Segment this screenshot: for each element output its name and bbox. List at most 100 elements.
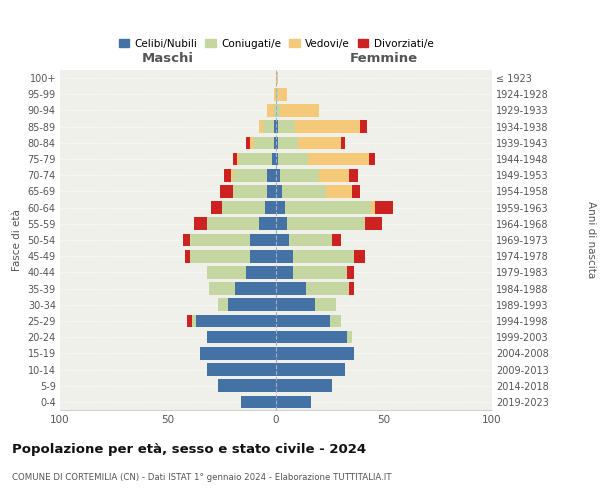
Bar [315,298,337,311]
Bar [218,298,229,311]
Bar [192,314,196,328]
Bar [190,234,250,246]
Bar [276,120,278,133]
Bar [276,104,280,117]
Bar [278,120,295,133]
Bar [274,104,276,117]
Bar [268,104,274,117]
Text: Femmine: Femmine [350,52,418,65]
Bar [293,266,347,278]
Bar [326,185,352,198]
Bar [272,152,276,166]
Bar [276,234,289,246]
Bar [241,396,276,408]
Bar [278,152,308,166]
Bar [278,88,287,101]
Bar [276,363,345,376]
Bar [369,152,376,166]
Bar [276,282,306,295]
Bar [365,218,382,230]
Bar [274,120,276,133]
Bar [284,202,371,214]
Bar [308,152,369,166]
Bar [263,120,274,133]
Y-axis label: Fasce di età: Fasce di età [12,209,22,271]
Bar [276,396,311,408]
Bar [229,298,276,311]
Bar [183,234,190,246]
Bar [283,185,326,198]
Bar [280,169,319,181]
Bar [276,250,293,262]
Bar [209,282,235,295]
Bar [280,104,319,117]
Bar [287,218,365,230]
Bar [349,169,358,181]
Bar [376,202,392,214]
Bar [276,218,287,230]
Bar [352,185,360,198]
Bar [276,136,278,149]
Bar [218,380,276,392]
Bar [341,136,345,149]
Bar [289,234,332,246]
Bar [347,331,352,344]
Text: Anni di nascita: Anni di nascita [586,202,596,278]
Bar [235,282,276,295]
Bar [237,152,239,166]
Bar [332,234,341,246]
Bar [371,202,376,214]
Bar [276,331,347,344]
Bar [233,185,268,198]
Bar [250,250,276,262]
Bar [349,282,354,295]
Bar [276,169,280,181]
Bar [295,120,360,133]
Bar [246,136,250,149]
Bar [190,250,250,262]
Bar [276,185,283,198]
Bar [347,266,354,278]
Bar [298,136,341,149]
Bar [222,202,265,214]
Bar [233,169,268,181]
Bar [276,88,278,101]
Bar [306,282,349,295]
Bar [276,380,332,392]
Bar [276,202,284,214]
Bar [278,136,298,149]
Bar [330,314,341,328]
Bar [265,202,276,214]
Bar [224,169,230,181]
Bar [194,218,207,230]
Text: Maschi: Maschi [142,52,194,65]
Bar [259,218,276,230]
Bar [239,152,272,166]
Bar [230,169,233,181]
Bar [319,169,349,181]
Bar [268,169,276,181]
Bar [200,347,276,360]
Bar [187,314,192,328]
Bar [354,250,365,262]
Bar [276,347,354,360]
Bar [276,152,278,166]
Bar [276,298,315,311]
Bar [196,314,276,328]
Bar [207,266,246,278]
Text: COMUNE DI CORTEMILIA (CN) - Dati ISTAT 1° gennaio 2024 - Elaborazione TUTTITALIA: COMUNE DI CORTEMILIA (CN) - Dati ISTAT 1… [12,472,392,482]
Bar [207,218,259,230]
Bar [274,136,276,149]
Legend: Celibi/Nubili, Coniugati/e, Vedovi/e, Divorziati/e: Celibi/Nubili, Coniugati/e, Vedovi/e, Di… [115,34,437,52]
Bar [293,250,354,262]
Bar [360,120,367,133]
Bar [276,72,278,85]
Bar [246,266,276,278]
Bar [220,185,233,198]
Bar [268,185,276,198]
Bar [211,202,222,214]
Bar [207,331,276,344]
Bar [259,120,263,133]
Bar [250,234,276,246]
Bar [185,250,190,262]
